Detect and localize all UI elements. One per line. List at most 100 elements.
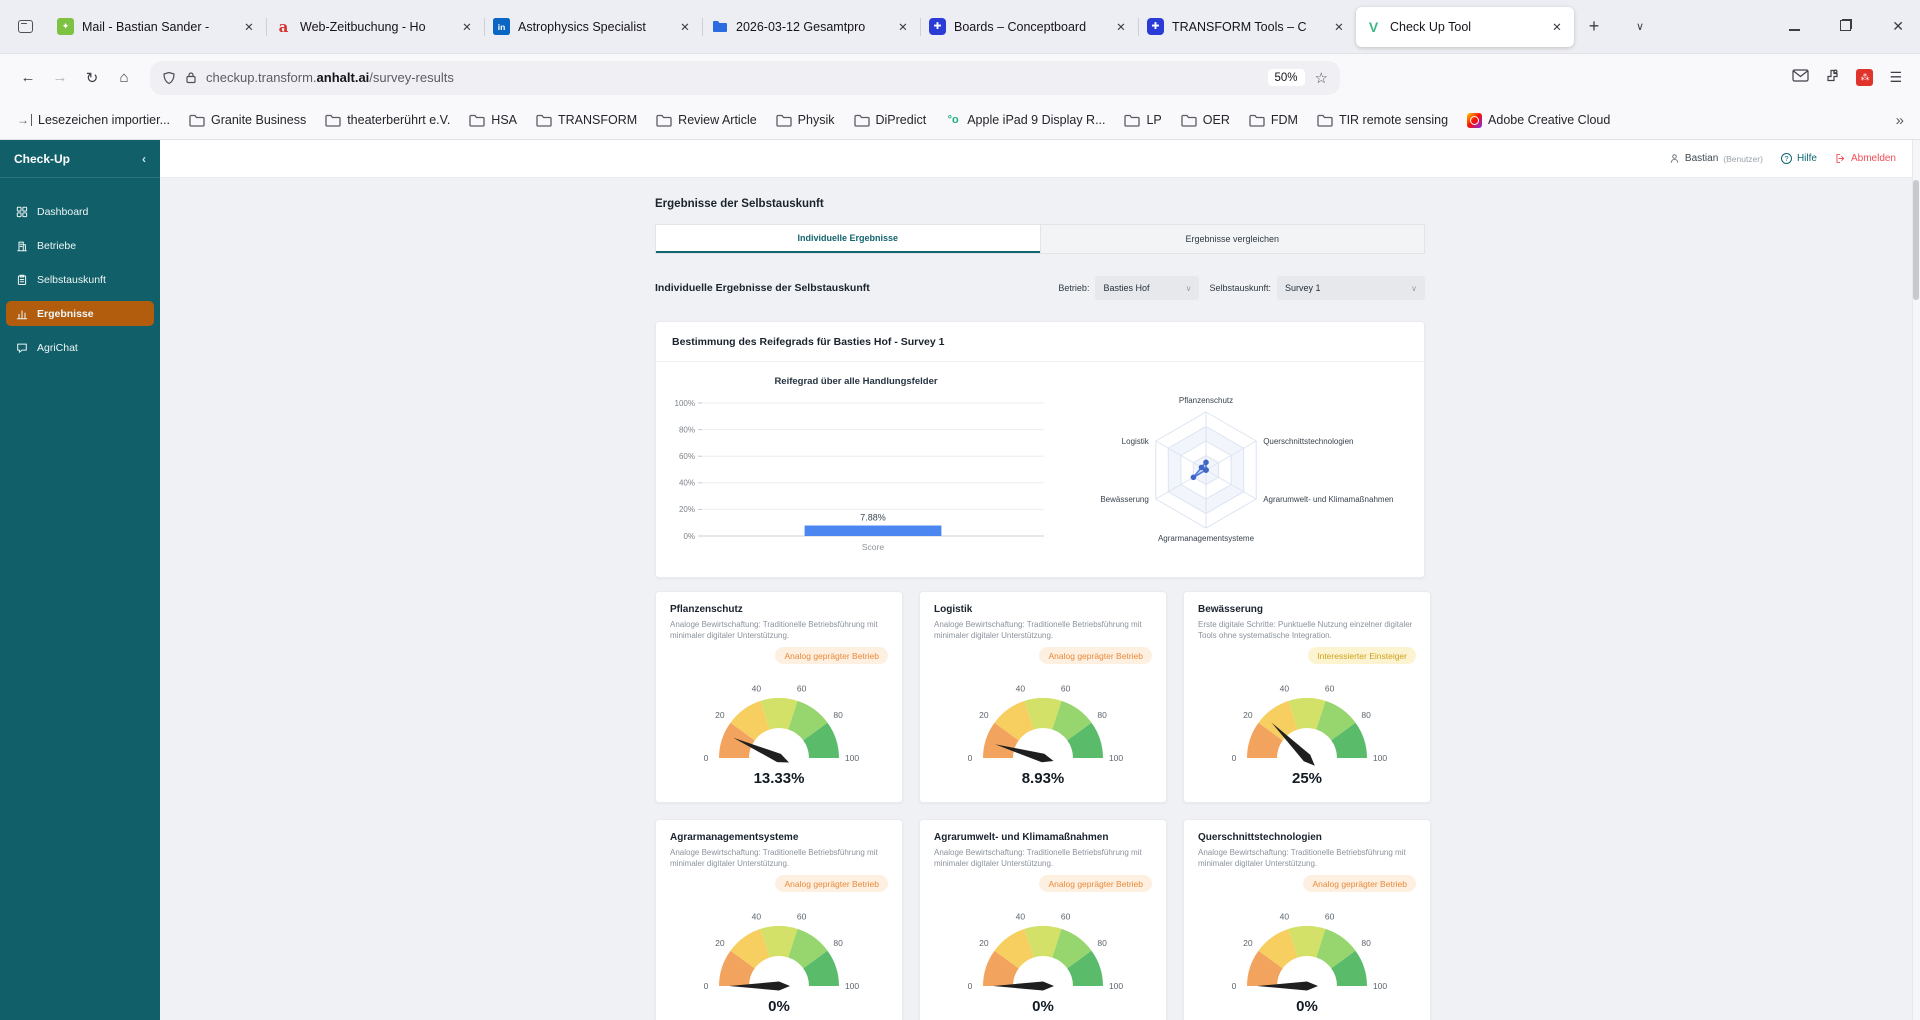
new-tab-button[interactable]: + (1588, 16, 1600, 36)
browser-tab[interactable]: ✚ TRANSFORM Tools – C ✕ (1138, 7, 1356, 47)
user-menu[interactable]: Bastian (Benutzer) (1669, 153, 1763, 164)
bookmark-label: Apple iPad 9 Display R... (967, 113, 1106, 127)
shield-icon[interactable] (162, 71, 176, 85)
bookmark-item[interactable]: Lesezeichen importier... (16, 113, 170, 127)
tab-close-button[interactable]: ✕ (680, 21, 690, 34)
browser-tab[interactable]: a Web-Zeitbuchung - Ho ✕ (266, 7, 484, 47)
svg-text:80: 80 (833, 938, 843, 948)
adobe-icon (1467, 112, 1483, 128)
maturity-badge: Analog geprägter Betrieb (775, 875, 888, 892)
maturity-card: Bestimmung des Reifegrads für Basties Ho… (655, 321, 1425, 578)
svg-text:40: 40 (752, 684, 762, 694)
bookmark-item[interactable]: HSA (469, 113, 517, 128)
bookmark-item[interactable]: TRANSFORM (536, 113, 637, 128)
browser-tab[interactable]: 2026-03-12 Gesamtpro ✕ (702, 7, 920, 47)
lock-icon[interactable] (185, 71, 197, 84)
menu-button[interactable]: ☰ (1889, 69, 1902, 85)
sidebar-item-agrichat[interactable]: AgriChat (6, 335, 154, 360)
tab-close-button[interactable]: ✕ (1552, 21, 1562, 34)
radar-chart: Pflanzenschutz Querschnittstechnologien Ag… (1056, 362, 1425, 578)
restore-button[interactable] (1840, 18, 1853, 36)
sidebar-item-dashboard[interactable]: Dashboard (6, 199, 154, 224)
page-scrollbar[interactable] (1912, 140, 1920, 1020)
svg-text:0%: 0% (683, 532, 695, 541)
logout-link[interactable]: Abmelden (1835, 153, 1896, 164)
scrollbar-thumb[interactable] (1913, 180, 1919, 300)
tab-list-dropdown[interactable]: ∨ (1635, 21, 1645, 33)
selbstauskunft-select[interactable]: Survey 1 ∨ (1277, 276, 1425, 300)
bookmark-item[interactable]: °o Apple iPad 9 Display R... (945, 113, 1106, 128)
tab-close-button[interactable]: ✕ (1116, 21, 1126, 34)
back-button[interactable]: ← (20, 69, 36, 86)
folder-icon (776, 113, 792, 128)
card-description: Analoge Bewirtschaftung: Traditionelle B… (670, 620, 878, 641)
svg-text:20: 20 (715, 710, 725, 720)
handlungsfeld-card: Logistik Analoge Bewirtschaftung: Tradit… (919, 591, 1167, 803)
gauge-chart: 0 20 40 60 80 100 (670, 668, 888, 770)
bookmark-item[interactable]: LP (1124, 113, 1162, 128)
bookmark-item[interactable]: Review Article (656, 113, 757, 128)
svg-text:Pflanzenschutz: Pflanzenschutz (1179, 396, 1233, 405)
firefox-view-button[interactable] (10, 12, 40, 42)
svg-text:100%: 100% (675, 399, 695, 408)
svg-text:40%: 40% (679, 479, 695, 488)
svg-text:60: 60 (1061, 684, 1071, 694)
tab-title: Astrophysics Specialist (518, 19, 646, 34)
tab-close-button[interactable]: ✕ (244, 21, 254, 34)
help-link[interactable]: ? Hilfe (1780, 153, 1817, 164)
browser-tab[interactable]: in Astrophysics Specialist ✕ (484, 7, 702, 47)
bookmark-item[interactable]: theaterberührt e.V. (325, 113, 450, 128)
mendeley-extension-icon[interactable]: ⁂ (1856, 69, 1874, 86)
forward-button[interactable]: → (52, 69, 68, 86)
sidebar-item-selbstauskunft[interactable]: Selbstauskunft (6, 267, 154, 292)
bookmark-item[interactable]: TIR remote sensing (1317, 113, 1448, 128)
bookmark-item[interactable]: Granite Business (189, 113, 306, 128)
tab-ergebnisse-vergleichen[interactable]: Ergebnisse vergleichen (1039, 225, 1425, 253)
bookmark-item[interactable]: DiPredict (853, 113, 926, 128)
browser-tab[interactable]: ✦ Mail - Bastian Sander - ✕ (48, 7, 266, 47)
card-title: Agrarumwelt- und Klimamaßnahmen (934, 832, 1109, 843)
sidebar-item-betriebe[interactable]: Betriebe (6, 233, 154, 258)
tab-close-button[interactable]: ✕ (1334, 21, 1344, 34)
bookmark-label: Granite Business (211, 113, 307, 127)
minimize-button[interactable] (1789, 18, 1801, 36)
gauge-chart: 0 20 40 60 80 100 (934, 668, 1152, 770)
bookmark-item[interactable]: Adobe Creative Cloud (1467, 112, 1610, 128)
user-name: Bastian (1684, 153, 1719, 164)
bookmark-label: LP (1146, 113, 1162, 127)
sidebar-item-ergebnisse[interactable]: Ergebnisse (6, 301, 154, 326)
close-button[interactable]: ✕ (1892, 18, 1904, 34)
extensions-icon[interactable] (1825, 68, 1840, 88)
svg-text:60: 60 (1325, 684, 1335, 694)
bookmarks-overflow-button[interactable]: » (1895, 111, 1904, 129)
handlungsfeld-card: Querschnittstechnologien Analoge Bewirts… (1183, 819, 1431, 1020)
card-description: Analoge Bewirtschaftung: Traditionelle B… (934, 620, 1142, 641)
sidebar-collapse-icon[interactable]: ‹ (142, 151, 146, 166)
svg-text:Agrarumwelt- und Klimamaßnahme: Agrarumwelt- und Klimamaßnahmen (1263, 495, 1393, 504)
home-button[interactable]: ⌂ (119, 69, 129, 86)
zoom-level-badge[interactable]: 50% (1267, 69, 1305, 86)
bookmark-item[interactable]: OER (1181, 113, 1230, 128)
card-title: Bewässerung (1198, 604, 1264, 615)
browser-tab[interactable]: V Check Up Tool ✕ (1356, 6, 1574, 47)
mail-extension-icon[interactable] (1792, 68, 1810, 87)
tab-title: Check Up Tool (1390, 19, 1472, 34)
svg-text:100: 100 (1373, 753, 1387, 763)
tab-individuelle-ergebnisse[interactable]: Individuelle Ergebnisse (656, 225, 1040, 253)
tab-close-button[interactable]: ✕ (462, 21, 472, 34)
svg-text:40: 40 (1016, 912, 1026, 922)
svg-text:60%: 60% (679, 452, 695, 461)
bookmark-item[interactable]: FDM (1249, 113, 1298, 128)
card-description: Analoge Bewirtschaftung: Traditionelle B… (670, 848, 878, 869)
url-bar[interactable]: checkup.transform.anhalt.ai/survey-resul… (150, 60, 1340, 95)
browser-tab[interactable]: ✚ Boards – Conceptboard ✕ (920, 7, 1138, 47)
bookmark-star-icon[interactable]: ☆ (1314, 69, 1328, 87)
bookmark-label: Lesezeichen importier... (38, 113, 171, 127)
card-description: Analoge Bewirtschaftung: Traditionelle B… (934, 848, 1142, 869)
betrieb-select[interactable]: Basties Hof ∨ (1095, 276, 1200, 300)
card-title: Agrarmanagementsysteme (670, 832, 799, 843)
restore-icon (1840, 18, 1853, 31)
reload-button[interactable]: ↻ (85, 69, 99, 87)
bookmark-item[interactable]: Physik (776, 113, 835, 128)
tab-close-button[interactable]: ✕ (898, 21, 908, 34)
